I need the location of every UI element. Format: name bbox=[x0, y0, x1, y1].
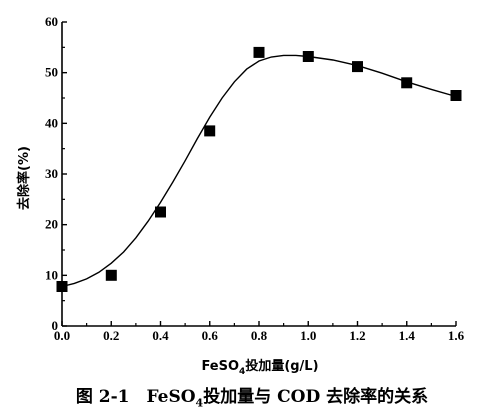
x-axis-title-subscript: 4 bbox=[239, 367, 245, 377]
y-tick-label: 50 bbox=[45, 65, 58, 80]
data-point bbox=[253, 46, 265, 58]
data-point bbox=[155, 206, 166, 218]
x-tick-label: 1.0 bbox=[300, 328, 316, 343]
ticks: 0.0 0.2 0.4 0.6 0.8 1.0 1.2 1.4 1.6 0 10 20 30 40 50 60 bbox=[45, 14, 465, 343]
data-point bbox=[105, 269, 117, 281]
fit-curve-group bbox=[61, 54, 457, 288]
y-tick-label: 20 bbox=[45, 217, 58, 232]
data-point bbox=[204, 125, 216, 137]
chart: 0.0 0.2 0.4 0.6 0.8 1.0 1.2 1.4 1.6 0 10 20 30 40 50 60… bbox=[16, 14, 465, 377]
data-point bbox=[302, 51, 314, 62]
y-tick-label: 30 bbox=[45, 166, 58, 181]
x-tick-label: 0.6 bbox=[202, 328, 219, 343]
y-tick-label: 60 bbox=[45, 14, 58, 29]
y-axis-title: 去除率(%) bbox=[16, 146, 32, 210]
x-axis-title: FeSO4投加量(g/L) bbox=[201, 358, 318, 377]
x-tick-label: 0.0 bbox=[54, 328, 70, 343]
x-tick-label: 1.4 bbox=[399, 328, 416, 343]
data-points bbox=[56, 46, 462, 292]
data-point bbox=[352, 61, 363, 73]
data-point bbox=[401, 77, 413, 89]
x-tick-label: 1.2 bbox=[349, 328, 365, 343]
data-point bbox=[450, 90, 462, 101]
y-tick-label: 40 bbox=[45, 115, 58, 130]
x-tick-label: 1.6 bbox=[448, 328, 465, 343]
x-axis-title-rest: 投加量(g/L) bbox=[245, 358, 318, 374]
x-tick-label: 0.4 bbox=[152, 328, 169, 343]
fit-curve bbox=[61, 54, 457, 288]
caption-rest: 投加量与 COD 去除率的关系 bbox=[203, 387, 429, 407]
caption-prefix: 图 2-1 FeSO bbox=[75, 387, 196, 407]
data-point bbox=[56, 281, 68, 292]
axes bbox=[61, 22, 456, 327]
caption-subscript: 4 bbox=[195, 396, 204, 410]
figure-caption: 图 2-1 FeSO4投加量与 COD 去除率的关系 bbox=[0, 382, 504, 409]
x-tick-label: 0.8 bbox=[251, 328, 268, 343]
x-tick-label: 0.2 bbox=[103, 328, 119, 343]
x-axis-title-main: FeSO bbox=[201, 359, 239, 374]
y-tick-label: 10 bbox=[45, 267, 58, 282]
y-tick-label: 0 bbox=[52, 318, 59, 333]
